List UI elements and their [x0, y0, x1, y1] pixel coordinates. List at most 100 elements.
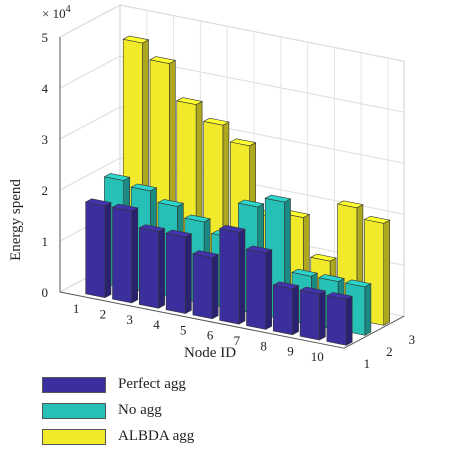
- bar-top: [317, 274, 345, 282]
- z-axis-label: Energy spend: [8, 179, 24, 261]
- bar-side: [319, 290, 326, 341]
- bar-front: [299, 289, 320, 341]
- scale-factor-power: 4: [66, 4, 71, 15]
- bar-top: [175, 97, 203, 105]
- bar-top: [264, 194, 292, 203]
- bar-perfect-agg-node-9: [299, 286, 327, 341]
- x-tick-label: 4: [153, 317, 160, 332]
- legend-label-no-agg: No agg: [118, 402, 162, 418]
- bar-top: [344, 279, 372, 288]
- bar-top: [165, 229, 193, 238]
- bar-side: [292, 285, 299, 336]
- y-tick-label: 3: [409, 332, 416, 347]
- scale-factor-label: × 104: [42, 4, 71, 21]
- y-tick-label: 2: [386, 344, 393, 359]
- x-tick-label: 3: [126, 312, 133, 327]
- bar-chart-3d: 0 1 2 3 4 5 1 2 3 4 5 6 7 8 9 10 1 2 3 Energy spend Node I…: [8, 4, 416, 370]
- bar-perfect-agg-node-3: [138, 224, 166, 309]
- bar-perfect-agg-node-7: [245, 245, 273, 330]
- bar-top: [218, 224, 246, 233]
- bar-top: [122, 35, 150, 44]
- bar-side: [383, 219, 391, 326]
- z-tick-label: 1: [42, 234, 49, 249]
- bar-side: [345, 295, 353, 346]
- bar-side: [185, 233, 192, 315]
- bar-top: [84, 198, 112, 207]
- legend-swatch-no-agg: [42, 402, 106, 419]
- x-tick-label: 6: [207, 328, 214, 343]
- z-tick-label: 5: [42, 30, 49, 45]
- bar-top: [309, 253, 337, 262]
- bar-side: [131, 207, 139, 304]
- bar-top: [336, 200, 364, 209]
- z-tick-label: 3: [42, 132, 49, 147]
- legend-item-no-agg: No agg: [42, 398, 302, 423]
- bar-front: [85, 201, 106, 298]
- y-axis-line: [343, 315, 405, 349]
- y-tick-label: 1: [364, 356, 371, 370]
- bar-side: [211, 253, 219, 320]
- bar-perfect-agg-node-6: [218, 224, 246, 325]
- bar-front: [219, 228, 240, 325]
- x-tick-label: 1: [73, 301, 80, 316]
- scale-factor-base: × 10: [42, 6, 66, 21]
- bar-side: [104, 202, 112, 299]
- bar-side: [158, 228, 165, 309]
- x-tick-label: 2: [100, 306, 107, 321]
- bar-top: [202, 117, 230, 126]
- bar-front: [272, 284, 293, 336]
- gridline-z: [59, 4, 405, 62]
- gridline-z: [59, 157, 405, 215]
- bar-top: [149, 56, 177, 64]
- bar-top: [183, 214, 211, 223]
- bar-top: [299, 286, 327, 295]
- x-tick-label: 9: [287, 344, 294, 359]
- x-axis-label: Node ID: [184, 345, 236, 361]
- bar-perfect-agg-node-1: [84, 198, 112, 299]
- x-tick-label: 7: [234, 333, 241, 348]
- legend-item-perfect-agg: Perfect agg: [42, 372, 302, 397]
- bar-top: [111, 203, 139, 212]
- legend-swatch-albda-agg: [42, 428, 106, 445]
- bar-top: [192, 250, 220, 258]
- bar-perfect-agg-node-10: [326, 292, 354, 346]
- z-tick-label: 0: [42, 285, 49, 300]
- legend-label-perfect-agg: Perfect agg: [118, 376, 186, 392]
- bar-perfect-agg-node-2: [111, 203, 139, 304]
- bar-top: [229, 138, 257, 147]
- bar-top: [363, 215, 391, 224]
- gridline-z: [59, 106, 405, 164]
- bar-perfect-agg-node-4: [165, 229, 193, 315]
- legend-label-albda-agg: ALBDA agg: [118, 428, 195, 444]
- tick-labels: 0 1 2 3 4 5 1 2 3 4 5 6 7 8 9 10 1 2 3: [42, 30, 416, 370]
- x-tick-label: 10: [311, 349, 324, 364]
- bar-top: [103, 173, 131, 181]
- bar-front: [165, 232, 186, 314]
- x-tick-label: 8: [260, 338, 267, 353]
- x-tick-label: 5: [180, 322, 187, 337]
- bar-top: [326, 292, 354, 300]
- legend-item-albda-agg: ALBDA agg: [42, 424, 302, 449]
- bar-top: [291, 268, 319, 277]
- bar-front: [139, 227, 159, 309]
- bar-perfect-agg-node-5: [192, 250, 220, 320]
- bar-top: [130, 183, 158, 192]
- legend: Perfect agg No agg ALBDA agg: [42, 372, 302, 450]
- z-tick-label: 4: [42, 81, 49, 96]
- legend-swatch-perfect-agg: [42, 376, 106, 393]
- bar-top: [272, 281, 300, 290]
- x-axis-line: [59, 291, 345, 349]
- bar-top: [237, 199, 265, 208]
- gridline-z: [59, 55, 405, 113]
- bar-front: [326, 295, 347, 346]
- bar-front: [246, 248, 267, 330]
- bar-side: [265, 249, 273, 330]
- z-tick-label: 2: [42, 183, 49, 198]
- bar-side: [364, 283, 372, 336]
- bar-top: [157, 199, 185, 207]
- bar-top: [138, 224, 166, 233]
- bar-top: [245, 245, 273, 254]
- bar-front: [192, 253, 213, 320]
- bars: [84, 35, 391, 346]
- bar-perfect-agg-node-8: [272, 281, 300, 336]
